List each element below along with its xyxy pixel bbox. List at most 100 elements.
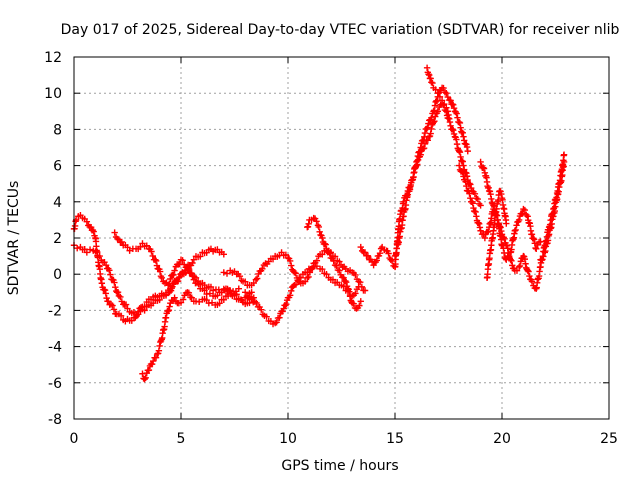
data-point	[271, 319, 279, 327]
data-point	[126, 247, 133, 254]
data-point	[481, 234, 489, 242]
data-point	[470, 204, 477, 212]
data-point	[560, 151, 568, 158]
data-point	[456, 119, 464, 127]
data-point	[505, 249, 512, 257]
data-point	[253, 275, 261, 282]
data-point	[427, 130, 434, 137]
data-point	[118, 298, 125, 305]
data-point	[326, 250, 333, 257]
data-point	[206, 290, 214, 297]
data-point	[236, 273, 244, 280]
data-point	[149, 357, 157, 365]
data-point	[485, 228, 492, 235]
data-point	[102, 290, 110, 297]
data-point	[235, 285, 242, 292]
data-point	[286, 257, 294, 265]
data-point	[528, 278, 536, 285]
data-point	[102, 261, 110, 269]
data-point	[424, 137, 432, 144]
data-point	[117, 312, 125, 320]
data-point	[223, 270, 231, 277]
data-point	[530, 235, 537, 242]
data-point	[313, 257, 321, 264]
data-point	[216, 300, 223, 307]
data-point	[456, 148, 464, 156]
data-point	[456, 118, 463, 126]
y-tick-label: 8	[53, 122, 62, 138]
data-point	[459, 158, 466, 165]
data-point	[111, 229, 118, 236]
data-point	[346, 293, 354, 300]
data-layer	[70, 64, 568, 383]
data-point	[276, 314, 283, 321]
data-point	[124, 244, 131, 251]
data-point	[560, 158, 568, 166]
data-point	[460, 173, 467, 180]
data-point	[331, 261, 339, 269]
data-point	[503, 220, 510, 227]
data-point	[319, 234, 326, 242]
data-point	[449, 100, 456, 108]
y-tick-label: -4	[48, 340, 62, 356]
data-point	[444, 108, 451, 115]
x-tick-label: 25	[600, 431, 618, 447]
data-point	[273, 319, 280, 326]
data-point	[477, 158, 484, 166]
data-point	[316, 228, 323, 236]
data-point	[423, 64, 431, 72]
y-tick-label: 4	[53, 195, 62, 211]
data-point	[407, 181, 414, 189]
data-point	[417, 151, 424, 158]
data-point	[220, 269, 227, 276]
data-point	[528, 231, 536, 238]
data-point	[246, 299, 253, 307]
x-tick-label: 10	[279, 431, 297, 447]
data-point	[445, 111, 452, 119]
data-point	[429, 79, 436, 87]
data-point	[171, 267, 178, 274]
data-point	[406, 186, 414, 193]
axis-layer: 0 5 10 15 20 25 -8 -6 -4 -2 0 2 4 6 8 10 12	[44, 50, 618, 447]
y-axis-title: SDTVAR / TECUs	[6, 181, 22, 296]
data-point	[148, 248, 155, 255]
data-point	[156, 296, 163, 304]
data-point	[103, 294, 110, 302]
data-point	[124, 305, 131, 312]
data-point	[426, 71, 433, 79]
data-point	[343, 279, 350, 286]
data-point	[114, 235, 121, 243]
data-point	[521, 206, 529, 214]
data-point	[286, 292, 294, 299]
y-tick-label: 6	[53, 159, 62, 175]
y-tick-label: 12	[44, 50, 62, 66]
data-point	[315, 223, 323, 231]
data-point	[162, 314, 170, 321]
data-point	[446, 115, 453, 123]
data-point	[96, 252, 103, 260]
data-point	[476, 224, 484, 231]
data-point	[283, 300, 290, 308]
x-tick-label: 5	[177, 431, 186, 447]
data-point	[509, 262, 516, 269]
data-point	[304, 274, 311, 282]
data-point	[463, 182, 470, 190]
x-tick-label: 0	[70, 431, 79, 447]
data-point	[319, 251, 326, 258]
data-point	[156, 342, 163, 350]
data-point	[152, 256, 159, 263]
data-point	[250, 279, 257, 287]
data-point	[496, 223, 504, 230]
data-point	[477, 227, 484, 234]
data-point	[189, 273, 196, 280]
data-point	[117, 293, 124, 301]
data-point	[457, 124, 464, 131]
data-point	[524, 267, 531, 274]
data-point	[109, 302, 116, 309]
data-point	[336, 258, 343, 265]
data-point	[501, 235, 508, 243]
data-point	[469, 200, 476, 207]
data-point	[141, 307, 148, 314]
data-point	[450, 126, 457, 134]
